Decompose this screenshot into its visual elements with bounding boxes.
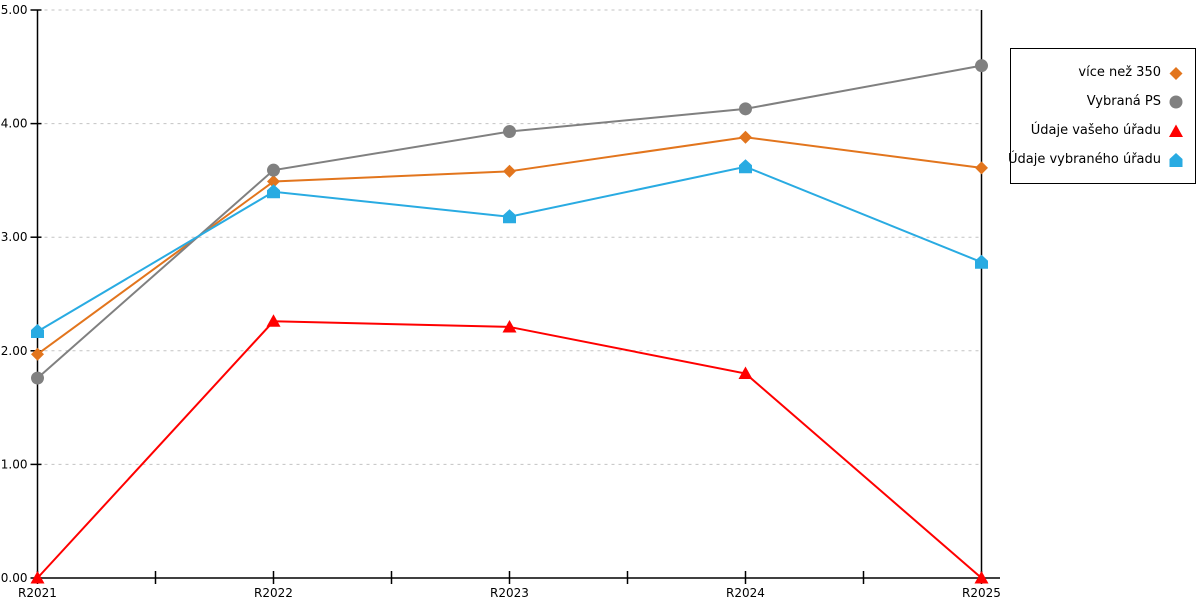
x-tick-label: R2024: [726, 586, 765, 600]
series-line: [36, 320, 983, 579]
data-point-marker: [31, 347, 44, 361]
legend-item: Údaje vybraného úřadu: [1007, 145, 1195, 174]
data-point-marker: [502, 319, 517, 333]
data-point-marker: [31, 323, 44, 338]
x-tick-label: R2025: [962, 586, 1001, 600]
y-tick-label: 0.00: [1, 571, 28, 585]
data-point-marker: [30, 571, 45, 584]
data-point-marker: [31, 371, 44, 385]
data-point-marker: [975, 254, 988, 269]
legend-label: Vybraná PS: [1086, 94, 1161, 109]
y-tick-label: 5.00: [1, 3, 28, 17]
data-point-marker: [267, 175, 280, 189]
y-tick-label: 4.00: [1, 117, 28, 131]
data-point-marker: [503, 209, 516, 224]
y-tick-label: 2.00: [1, 344, 28, 358]
series-line: [36, 165, 982, 333]
data-point-marker: [975, 59, 988, 73]
triangle-up-legend-icon: [1169, 124, 1183, 137]
data-point-marker: [503, 164, 516, 178]
circle-legend-icon: [1169, 95, 1183, 108]
legend-item: více než 350: [1011, 58, 1195, 87]
data-point-marker: [975, 161, 988, 175]
legend-label: více než 350: [1078, 65, 1161, 80]
data-point-marker: [739, 102, 752, 116]
data-point-marker: [267, 163, 280, 177]
legend-item: Vybraná PS: [1011, 87, 1195, 116]
x-tick-label: R2022: [254, 586, 293, 600]
legend-label: Údaje vybraného úřadu: [1007, 152, 1161, 167]
data-point-marker: [266, 314, 281, 327]
legend-label: Údaje vašeho úřadu: [1030, 123, 1161, 138]
legend: více než 350 Vybraná PS Údaje vašeho úřadu…: [1007, 48, 1196, 184]
legend-item: Údaje vašeho úřadu: [1011, 116, 1195, 145]
data-point-marker: [267, 184, 280, 199]
y-tick-label: 3.00: [1, 230, 28, 244]
x-tick-label: R2021: [18, 586, 57, 600]
data-point-marker: [503, 125, 516, 139]
data-point-marker: [739, 159, 752, 174]
data-point-marker: [974, 571, 989, 584]
pentagon-up-legend-icon: [1169, 152, 1183, 167]
data-point-marker: [739, 130, 752, 144]
x-tick-label: R2023: [490, 586, 529, 600]
data-point-marker: [738, 366, 753, 380]
diamond-legend-icon: [1169, 66, 1183, 80]
y-tick-label: 1.00: [1, 457, 28, 471]
